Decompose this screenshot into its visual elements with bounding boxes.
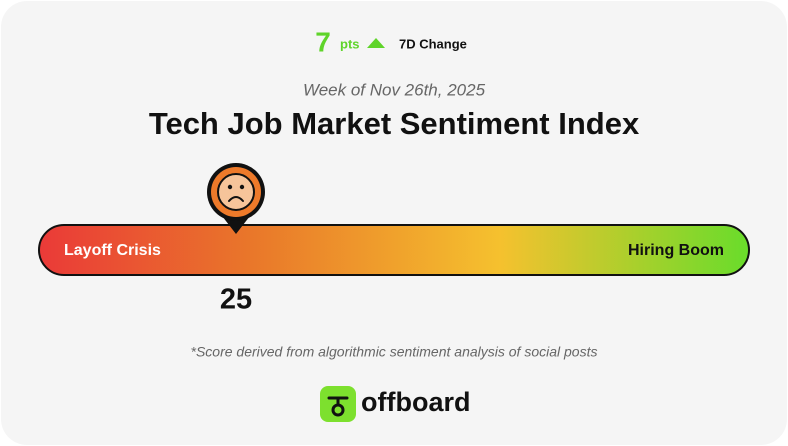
- eye: [239, 184, 245, 190]
- face-inner: [217, 173, 255, 211]
- eye: [227, 184, 233, 190]
- low-label: Layoff Crisis: [64, 242, 161, 259]
- chart-title: Tech Job Market Sentiment Index: [149, 106, 640, 141]
- up-arrow: [367, 38, 385, 48]
- marker: [207, 163, 265, 234]
- footnote: *Score derived from algorithmic sentimen…: [191, 344, 598, 360]
- brand-logo: offboard: [320, 386, 470, 422]
- change-label: 7D Change: [399, 36, 467, 51]
- brand-name: offboard: [361, 387, 470, 417]
- high-label: Hiring Boom: [628, 242, 724, 259]
- change-unit: pts: [340, 36, 360, 51]
- mouth: [228, 196, 244, 202]
- change-value: 7: [315, 26, 331, 57]
- gauge-track: [38, 224, 750, 276]
- subtitle: Week of Nov 26th, 2025: [303, 80, 486, 99]
- logo-glyph: [327, 396, 349, 417]
- score-value: 25: [220, 284, 252, 316]
